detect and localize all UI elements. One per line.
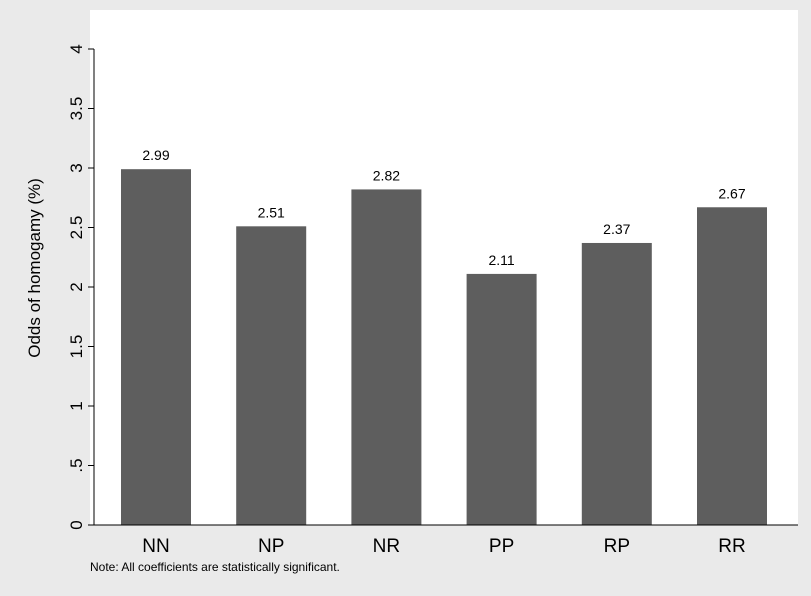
y-tick-label: .5 — [67, 458, 86, 472]
y-tick-label: 4 — [67, 44, 86, 53]
x-category-label: NP — [258, 536, 284, 557]
x-category-label: RP — [604, 536, 630, 557]
y-tick-label: 1.5 — [67, 335, 86, 359]
bar-data-label: 2.67 — [718, 185, 745, 201]
bar — [351, 189, 422, 526]
y-tick-label: 2.5 — [67, 216, 86, 240]
bar — [697, 207, 767, 525]
bar — [236, 226, 307, 525]
y-tick-label: 3.5 — [67, 97, 86, 121]
y-tick-label: 2 — [67, 282, 86, 291]
y-axis-ticks: 0 .5 1 1.5 2 2.5 3 3.5 4 — [67, 44, 94, 530]
bar — [466, 273, 537, 525]
bar — [121, 169, 191, 525]
x-category-label: NN — [142, 536, 169, 557]
x-axis-labels: NN NP NR PP RP RR — [142, 536, 745, 557]
bar-data-label: 2.11 — [488, 252, 514, 268]
bar-data-label: 2.82 — [373, 167, 400, 183]
x-category-label: RR — [718, 536, 745, 557]
bar-data-label: 2.37 — [603, 221, 630, 237]
data-labels-group: 2.99 2.51 2.82 2.11 2.37 2.67 — [142, 147, 745, 268]
y-axis-title: Odds of homogamy (%) — [25, 178, 44, 358]
chart-note: Note: All coefficients are statistically… — [90, 560, 340, 574]
bar — [581, 242, 652, 525]
x-category-label: NR — [373, 536, 400, 557]
y-tick-label: 3 — [67, 163, 86, 172]
bar-data-label: 2.51 — [258, 204, 285, 220]
x-category-label: PP — [489, 536, 514, 557]
bar-data-label: 2.99 — [142, 147, 169, 163]
bars-group — [121, 169, 767, 526]
y-tick-label: 0 — [67, 520, 86, 529]
plot-area — [90, 10, 798, 525]
y-tick-label: 1 — [67, 401, 86, 410]
